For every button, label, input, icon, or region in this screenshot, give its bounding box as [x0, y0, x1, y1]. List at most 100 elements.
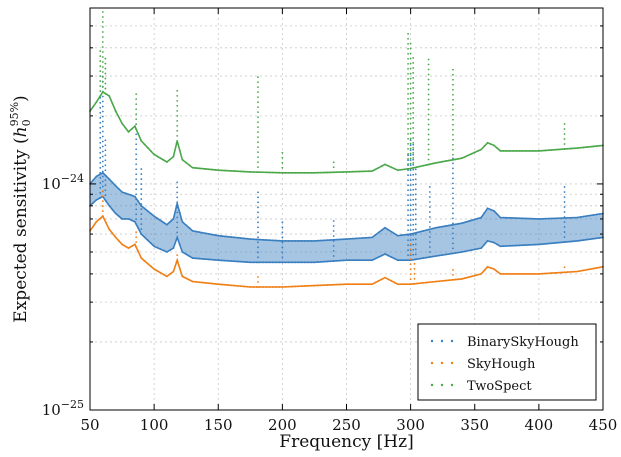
- spike-point-binaryskyhough: [332, 240, 335, 242]
- spike-point-binaryskyhough: [412, 153, 415, 156]
- spike-point-binaryskyhough: [99, 146, 102, 149]
- spike-point-binaryskyhough: [412, 188, 415, 191]
- spike-point-binaryskyhough: [140, 203, 143, 205]
- point-skyhough: [291, 285, 293, 288]
- point-binaryskyhough: [166, 251, 168, 253]
- point-binaryskyhough: [496, 213, 499, 216]
- spike-point-skyhough: [413, 262, 416, 265]
- point-binaryskyhough: [143, 207, 146, 210]
- spike-point-binaryskyhough: [135, 173, 138, 176]
- point-binaryskyhough: [188, 227, 191, 229]
- spike-point-twospect: [412, 102, 415, 104]
- spike-point-twospect: [409, 167, 412, 170]
- spike-point-twospect: [427, 68, 430, 71]
- spike-point-twospect: [101, 46, 104, 48]
- point-binaryskyhough: [576, 239, 579, 242]
- spike-point-skyhough: [257, 276, 259, 278]
- point-twospect: [130, 128, 133, 130]
- point-skyhough: [246, 285, 249, 288]
- point-twospect: [326, 171, 329, 174]
- spike-point-binaryskyhough: [101, 110, 104, 113]
- point-skyhough: [111, 232, 114, 235]
- spike-point-binaryskyhough: [332, 225, 335, 227]
- spike-point-twospect: [257, 166, 259, 169]
- point-skyhough: [435, 280, 438, 283]
- point-binaryskyhough: [403, 234, 406, 236]
- spike-point-twospect: [176, 119, 179, 122]
- spike-point-twospect: [409, 42, 412, 45]
- point-binaryskyhough: [252, 238, 255, 241]
- spike-point-twospect: [176, 109, 179, 112]
- point-twospect: [114, 110, 117, 112]
- point-twospect: [117, 116, 120, 119]
- point-binaryskyhough: [528, 243, 531, 246]
- spike-point-binaryskyhough: [135, 163, 138, 166]
- point-twospect: [461, 157, 463, 160]
- point-skyhough: [570, 270, 572, 273]
- point-skyhough: [438, 280, 441, 283]
- point-binaryskyhough: [422, 230, 425, 232]
- point-skyhough: [307, 284, 309, 287]
- legend-marker-skyhough: [450, 361, 454, 365]
- spike-point-skyhough: [409, 243, 412, 246]
- point-twospect: [377, 166, 380, 169]
- spike-point-twospect: [99, 80, 102, 82]
- point-skyhough: [470, 275, 473, 278]
- point-twospect: [140, 139, 143, 142]
- point-binaryskyhough: [262, 238, 265, 241]
- point-twospect: [178, 149, 181, 152]
- point-skyhough: [461, 278, 463, 280]
- spike-point-twospect: [412, 77, 415, 79]
- point-twospect: [127, 130, 130, 133]
- spike-point-twospect: [427, 63, 430, 66]
- spike-point-binaryskyhough: [407, 259, 409, 262]
- point-twospect: [518, 149, 521, 152]
- point-binaryskyhough: [461, 222, 463, 225]
- point-skyhough: [207, 282, 210, 285]
- point-binaryskyhough: [117, 215, 120, 218]
- y-tick-label: 10−25: [42, 398, 84, 419]
- point-skyhough: [239, 285, 242, 288]
- spike-point-twospect: [257, 86, 259, 89]
- spike-point-binaryskyhough: [257, 216, 259, 219]
- point-twospect: [592, 145, 595, 148]
- x-axis-title: Frequency [Hz]: [279, 432, 413, 452]
- point-binaryskyhough: [425, 256, 428, 259]
- point-binaryskyhough: [268, 261, 271, 264]
- spike-point-binaryskyhough: [452, 252, 454, 255]
- spike-point-binaryskyhough: [176, 226, 179, 229]
- spike-point-binaryskyhough: [99, 116, 102, 119]
- point-twospect: [185, 161, 188, 164]
- spike-point-twospect: [412, 147, 415, 149]
- spike-point-binaryskyhough: [412, 228, 415, 231]
- spike-point-skyhough: [409, 278, 412, 281]
- legend-marker-twospect: [430, 383, 434, 387]
- spike-point-twospect: [99, 85, 102, 87]
- spike-point-binaryskyhough: [428, 201, 431, 203]
- spike-point-twospect: [104, 62, 107, 65]
- spike-point-binaryskyhough: [332, 230, 335, 232]
- point-skyhough: [105, 221, 107, 224]
- spike-point-binaryskyhough: [407, 219, 409, 222]
- point-twospect: [233, 170, 236, 172]
- point-skyhough: [204, 281, 207, 284]
- point-binaryskyhough: [342, 259, 345, 262]
- point-binaryskyhough: [111, 208, 114, 211]
- point-twospect: [214, 168, 216, 171]
- spike-point-binaryskyhough: [176, 196, 179, 199]
- point-binaryskyhough: [345, 238, 348, 241]
- point-binaryskyhough: [243, 260, 245, 263]
- point-twospect: [201, 167, 204, 170]
- spike-point-twospect: [257, 101, 259, 104]
- point-binaryskyhough: [595, 213, 598, 216]
- point-binaryskyhough: [133, 220, 136, 223]
- point-skyhough: [355, 283, 358, 286]
- point-twospect: [236, 170, 239, 173]
- point-binaryskyhough: [390, 230, 393, 233]
- point-binaryskyhough: [236, 236, 239, 239]
- spike-point-binaryskyhough: [101, 175, 104, 178]
- spike-point-twospect: [101, 51, 104, 53]
- point-binaryskyhough: [316, 261, 319, 264]
- point-skyhough: [384, 276, 386, 279]
- spike-point-binaryskyhough: [101, 140, 104, 143]
